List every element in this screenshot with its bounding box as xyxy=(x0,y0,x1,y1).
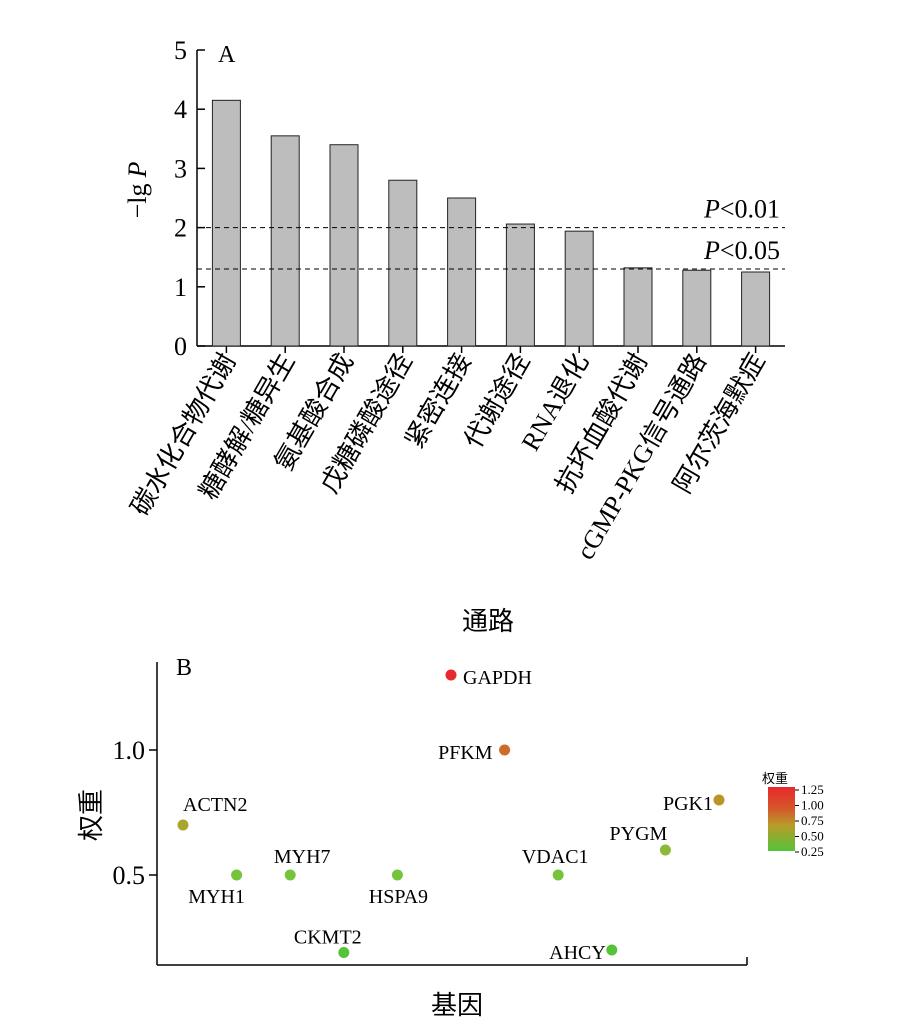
bar xyxy=(682,269,712,347)
panel-label-b: B xyxy=(176,655,192,681)
bar xyxy=(623,267,653,347)
scatter-point xyxy=(552,869,564,881)
point-label: PYGM xyxy=(610,823,668,845)
point-label: VDAC1 xyxy=(522,846,589,868)
bar xyxy=(447,197,477,347)
x-tick-labels-a: 碳水化合物代谢糖酵解/糖异生氨基酸合成戊糖磷酸途径紧密连接代谢途径RNA退化抗坏… xyxy=(125,349,770,565)
reference-lines-a: P<0.01 P<0.05 xyxy=(197,195,785,270)
legend-tick-label: 0.75 xyxy=(801,813,824,828)
scatter-point xyxy=(391,869,403,881)
scatter-point xyxy=(606,944,618,956)
point-label: HSPA9 xyxy=(369,886,428,908)
x-axis-label-b: 基因 xyxy=(431,991,483,1020)
scatter-point xyxy=(231,869,243,881)
y-axis-label-variable: P xyxy=(123,162,152,179)
point-label: GAPDH xyxy=(463,667,532,689)
bar xyxy=(388,179,418,347)
scatter-point xyxy=(338,947,350,958)
x-axis-label-a: 通路 xyxy=(462,607,514,636)
bar xyxy=(211,99,241,347)
legend-tick-label: 0.25 xyxy=(801,844,824,859)
scatter-point xyxy=(713,794,725,806)
y-tick-label: 5 xyxy=(174,36,187,65)
bar xyxy=(564,230,594,347)
y-axis-label-main: −lg xyxy=(123,184,152,219)
y-axis-label-a: −lg P xyxy=(123,162,152,219)
bars-a xyxy=(211,99,771,347)
legend-tick-label: 1.25 xyxy=(801,782,824,797)
scatter-point xyxy=(499,744,511,756)
bar xyxy=(329,144,359,347)
point-label: MYH1 xyxy=(188,886,245,908)
point-label: PGK1 xyxy=(663,793,713,815)
point-label: CKMT2 xyxy=(294,927,362,949)
svg-text:−lgP: −lg P xyxy=(123,162,152,219)
y-tick-label: 0 xyxy=(174,332,187,361)
y-tick-label: 4 xyxy=(174,95,187,124)
bar xyxy=(505,223,535,347)
legend-tick-label: 0.50 xyxy=(801,829,824,844)
reference-line-label: P<0.01 xyxy=(703,195,780,224)
y-axis-label-b: 权重 xyxy=(77,789,106,841)
bar xyxy=(270,135,300,347)
panel-label-a: A xyxy=(218,42,236,68)
bar xyxy=(741,271,771,347)
scatter-point xyxy=(445,669,457,681)
y-tick-label: 3 xyxy=(174,154,187,183)
y-tick-label: 0.5 xyxy=(113,861,146,890)
point-label: AHCY xyxy=(549,942,606,964)
scatter-points-b: ACTN2 MYH1 MYH7 CKMT2 HSPA9 GAPDH PFKM VDAC1 AHC… xyxy=(177,667,725,964)
scatter-chart-panel: B 权重 0.5 1.0 ACTN2 MYH1 MYH7 CKMT2 HSPA9 GAPDH… xyxy=(77,655,824,1020)
reference-line-label: P<0.05 xyxy=(703,236,780,265)
legend-title: 权重 xyxy=(762,771,788,786)
scatter-point xyxy=(659,844,671,856)
bar-chart-panel: A −lg P 0 1 2 3 4 5 P<0.01 P<0.05 碳水化合物代谢糖酵解/糖异… xyxy=(123,36,785,636)
y-tick-label: 2 xyxy=(174,214,187,243)
point-label: MYH7 xyxy=(274,846,331,868)
svg-text:权重: 权重 xyxy=(77,789,106,841)
point-label: PFKM xyxy=(438,742,493,764)
scatter-point xyxy=(284,869,296,881)
point-label: ACTN2 xyxy=(183,794,247,816)
y-tick-label: 1 xyxy=(174,273,187,302)
axes-b: 0.5 1.0 xyxy=(113,662,748,966)
y-tick-label: 1.0 xyxy=(113,736,146,765)
color-legend: 权重 1.251.000.750.500.25 xyxy=(762,771,824,859)
scatter-point xyxy=(177,819,189,831)
legend-color-bar xyxy=(768,787,795,851)
legend-tick-label: 1.00 xyxy=(801,798,824,813)
